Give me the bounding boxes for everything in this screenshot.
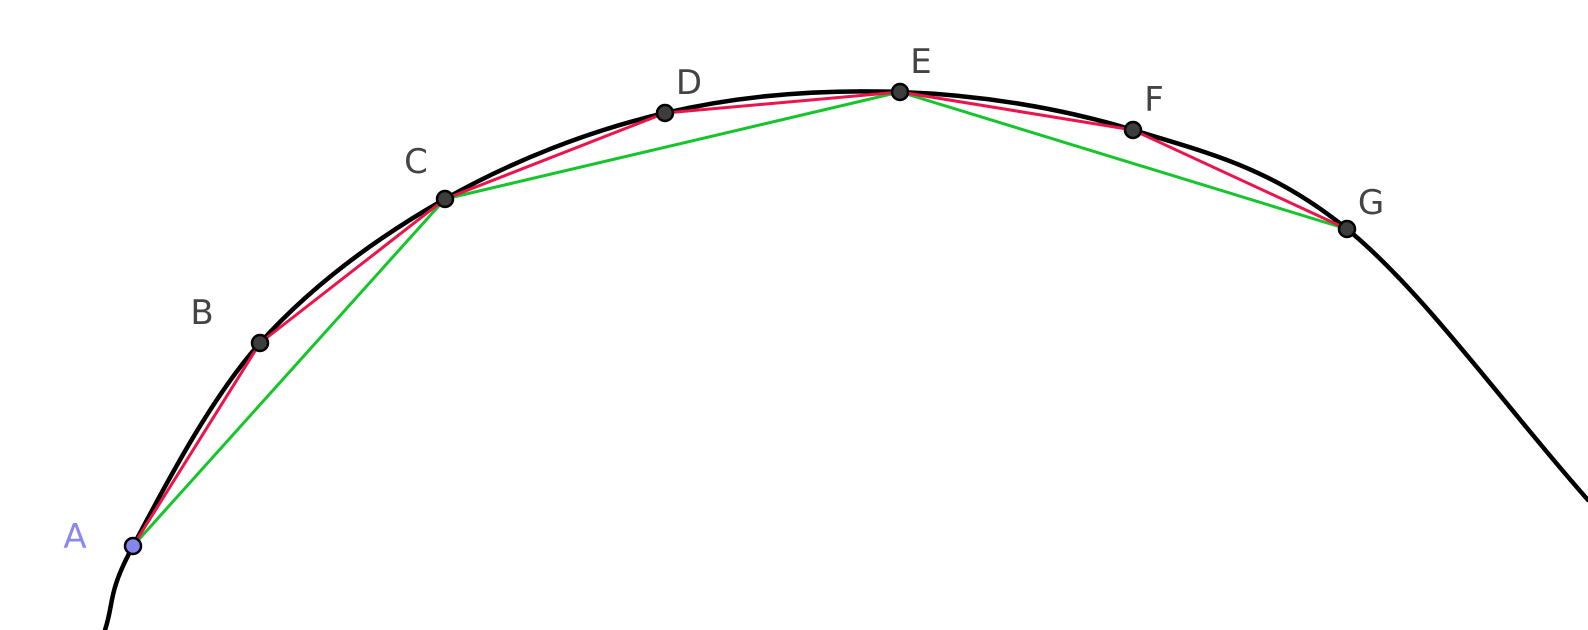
point-label-G: G	[1358, 183, 1384, 223]
point-label-F: F	[1144, 80, 1164, 120]
point-label-A: A	[63, 517, 86, 557]
red-chord-polyline	[131, 90, 1349, 548]
green-chord-polyline	[131, 90, 1349, 548]
point-B	[250, 333, 270, 353]
point-C	[435, 189, 455, 209]
point-label-D: D	[676, 63, 702, 103]
point-label-E: E	[910, 42, 931, 82]
point-F	[1123, 120, 1143, 140]
point-G	[1337, 219, 1357, 239]
arc-curve	[102, 89, 1588, 630]
point-D	[655, 103, 675, 123]
point-A[interactable]	[123, 536, 143, 556]
point-label-C: C	[404, 142, 428, 182]
point-label-B: B	[190, 293, 213, 333]
point-E	[890, 82, 910, 102]
